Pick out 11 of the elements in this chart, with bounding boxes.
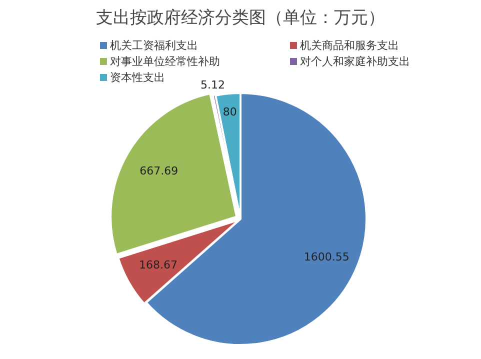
chart-title: 支出按政府经济分类图（单位：万元） [95,7,386,29]
legend-label: 对个人和家庭补助支出 [300,54,410,69]
legend-label: 机关商品和服务支出 [300,38,399,53]
legend-label: 资本性支出 [110,70,165,85]
data-label: 1600.55 [304,250,350,264]
legend-label: 机关工资福利支出 [110,38,198,53]
data-label: 168.67 [139,258,178,272]
data-label: 667.69 [140,164,178,178]
data-label: 80 [222,105,237,118]
legend-label: 对事业单位经常性补助 [110,54,220,69]
data-label: 5.12 [200,78,225,92]
